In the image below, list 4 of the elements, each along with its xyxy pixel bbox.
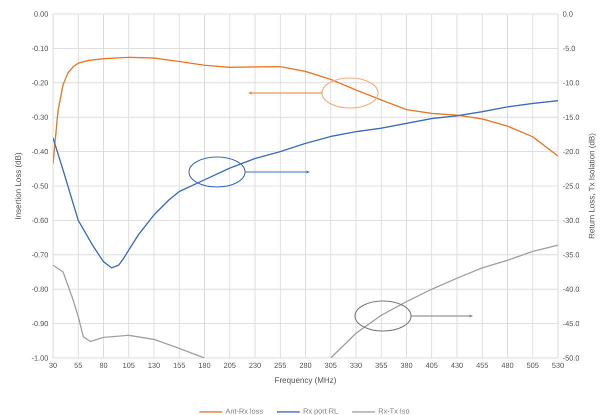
line-series xyxy=(53,56,558,164)
x-axis-title: Frequency (MHz) xyxy=(275,377,336,385)
y2-axis-title: Return Loss, Tx Isolation (dB) xyxy=(588,134,596,238)
y-axis-title: Insertion Loss (dB) xyxy=(14,152,22,219)
